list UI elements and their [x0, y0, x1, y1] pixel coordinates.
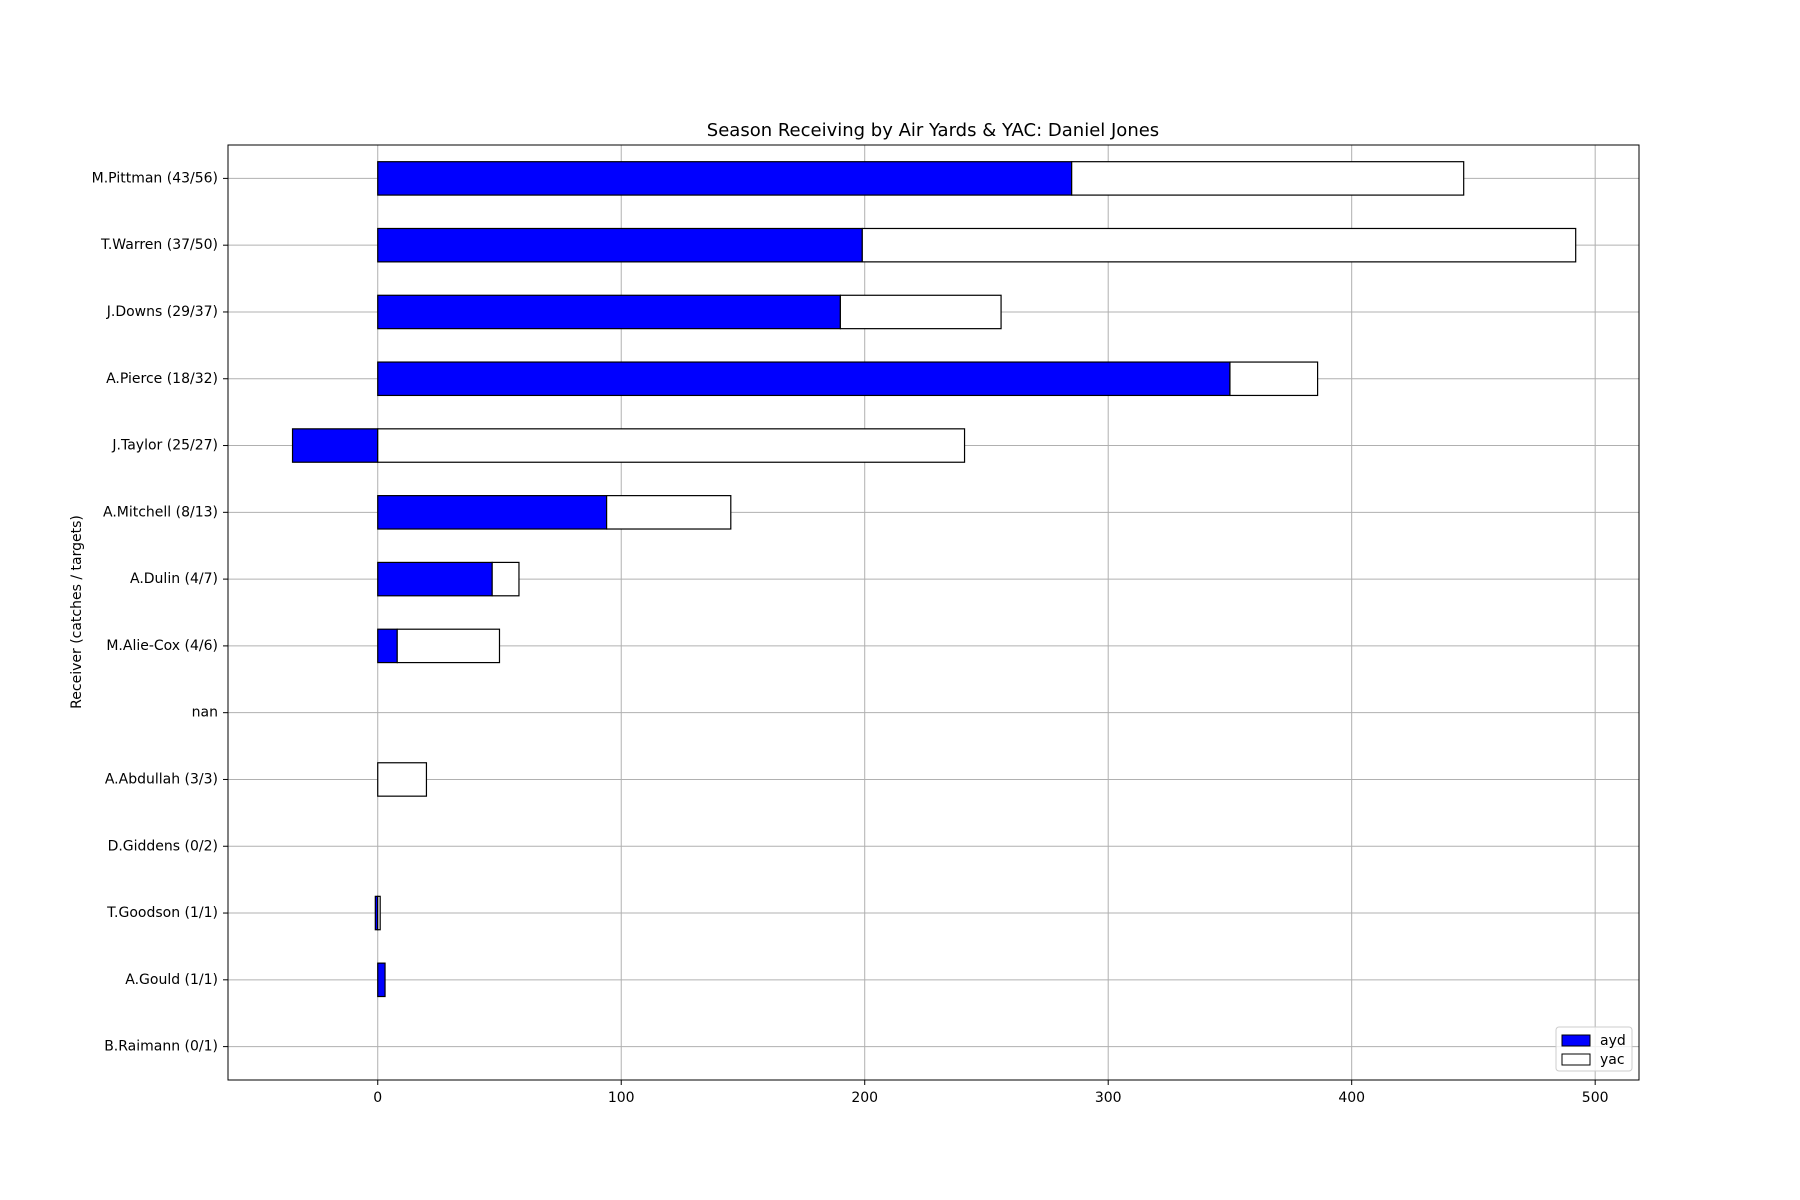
y-axis-label: Receiver (catches / targets) [69, 515, 85, 709]
y-tick-label: J.Downs (29/37) [106, 304, 218, 320]
bar [377, 628, 398, 664]
bar [861, 227, 1577, 263]
legend-swatch [1561, 1034, 1591, 1047]
x-tick-label: 500 [1582, 1090, 1609, 1106]
y-tick-label: M.Pittman (43/56) [92, 170, 218, 186]
y-tick-label: J.Taylor (25/27) [111, 438, 218, 454]
bar [377, 161, 1073, 196]
bar [377, 428, 966, 463]
y-tick-label: A.Gould (1/1) [125, 972, 218, 988]
chart-title: Season Receiving by Air Yards & YAC: Dan… [707, 120, 1159, 141]
legend-swatch [1561, 1053, 1591, 1066]
bar [291, 428, 379, 463]
y-tick-label: A.Mitchell (8/13) [103, 504, 218, 520]
x-tick-label: 0 [373, 1090, 382, 1106]
y-tick-label: A.Dulin (4/7) [130, 571, 218, 587]
y-tick-label: A.Abdullah (3/3) [105, 771, 218, 787]
legend-label: yac [1600, 1052, 1625, 1068]
bar [491, 561, 520, 597]
bar [396, 628, 501, 664]
y-tick-label: M.Alie-Cox (4/6) [106, 638, 218, 654]
y-tick-label: T.Goodson (1/1) [106, 905, 218, 921]
bar [377, 762, 428, 797]
bar [1071, 161, 1465, 196]
y-tick-label: D.Giddens (0/2) [108, 838, 218, 854]
legend: ayd yac [1555, 1026, 1633, 1072]
x-tick-label: 100 [608, 1090, 635, 1106]
x-tick-label: 200 [851, 1090, 878, 1106]
bar [377, 361, 1231, 397]
bar [377, 895, 381, 931]
bar [606, 495, 732, 530]
bar [1229, 361, 1319, 397]
x-tick-label: 400 [1338, 1090, 1365, 1106]
bar [377, 294, 841, 330]
y-tick-label: T.Warren (37/50) [100, 237, 218, 253]
legend-label: ayd [1600, 1033, 1626, 1049]
y-tick-label: nan [192, 705, 218, 721]
x-tick-label: 300 [1095, 1090, 1122, 1106]
bar [839, 294, 1002, 330]
bar [377, 227, 863, 263]
bar [377, 962, 386, 998]
bar [377, 561, 493, 597]
y-tick-label: A.Pierce (18/32) [106, 371, 218, 387]
y-tick-label: B.Raimann (0/1) [104, 1039, 218, 1055]
bar [377, 495, 608, 530]
plot-frame [227, 144, 1640, 1081]
